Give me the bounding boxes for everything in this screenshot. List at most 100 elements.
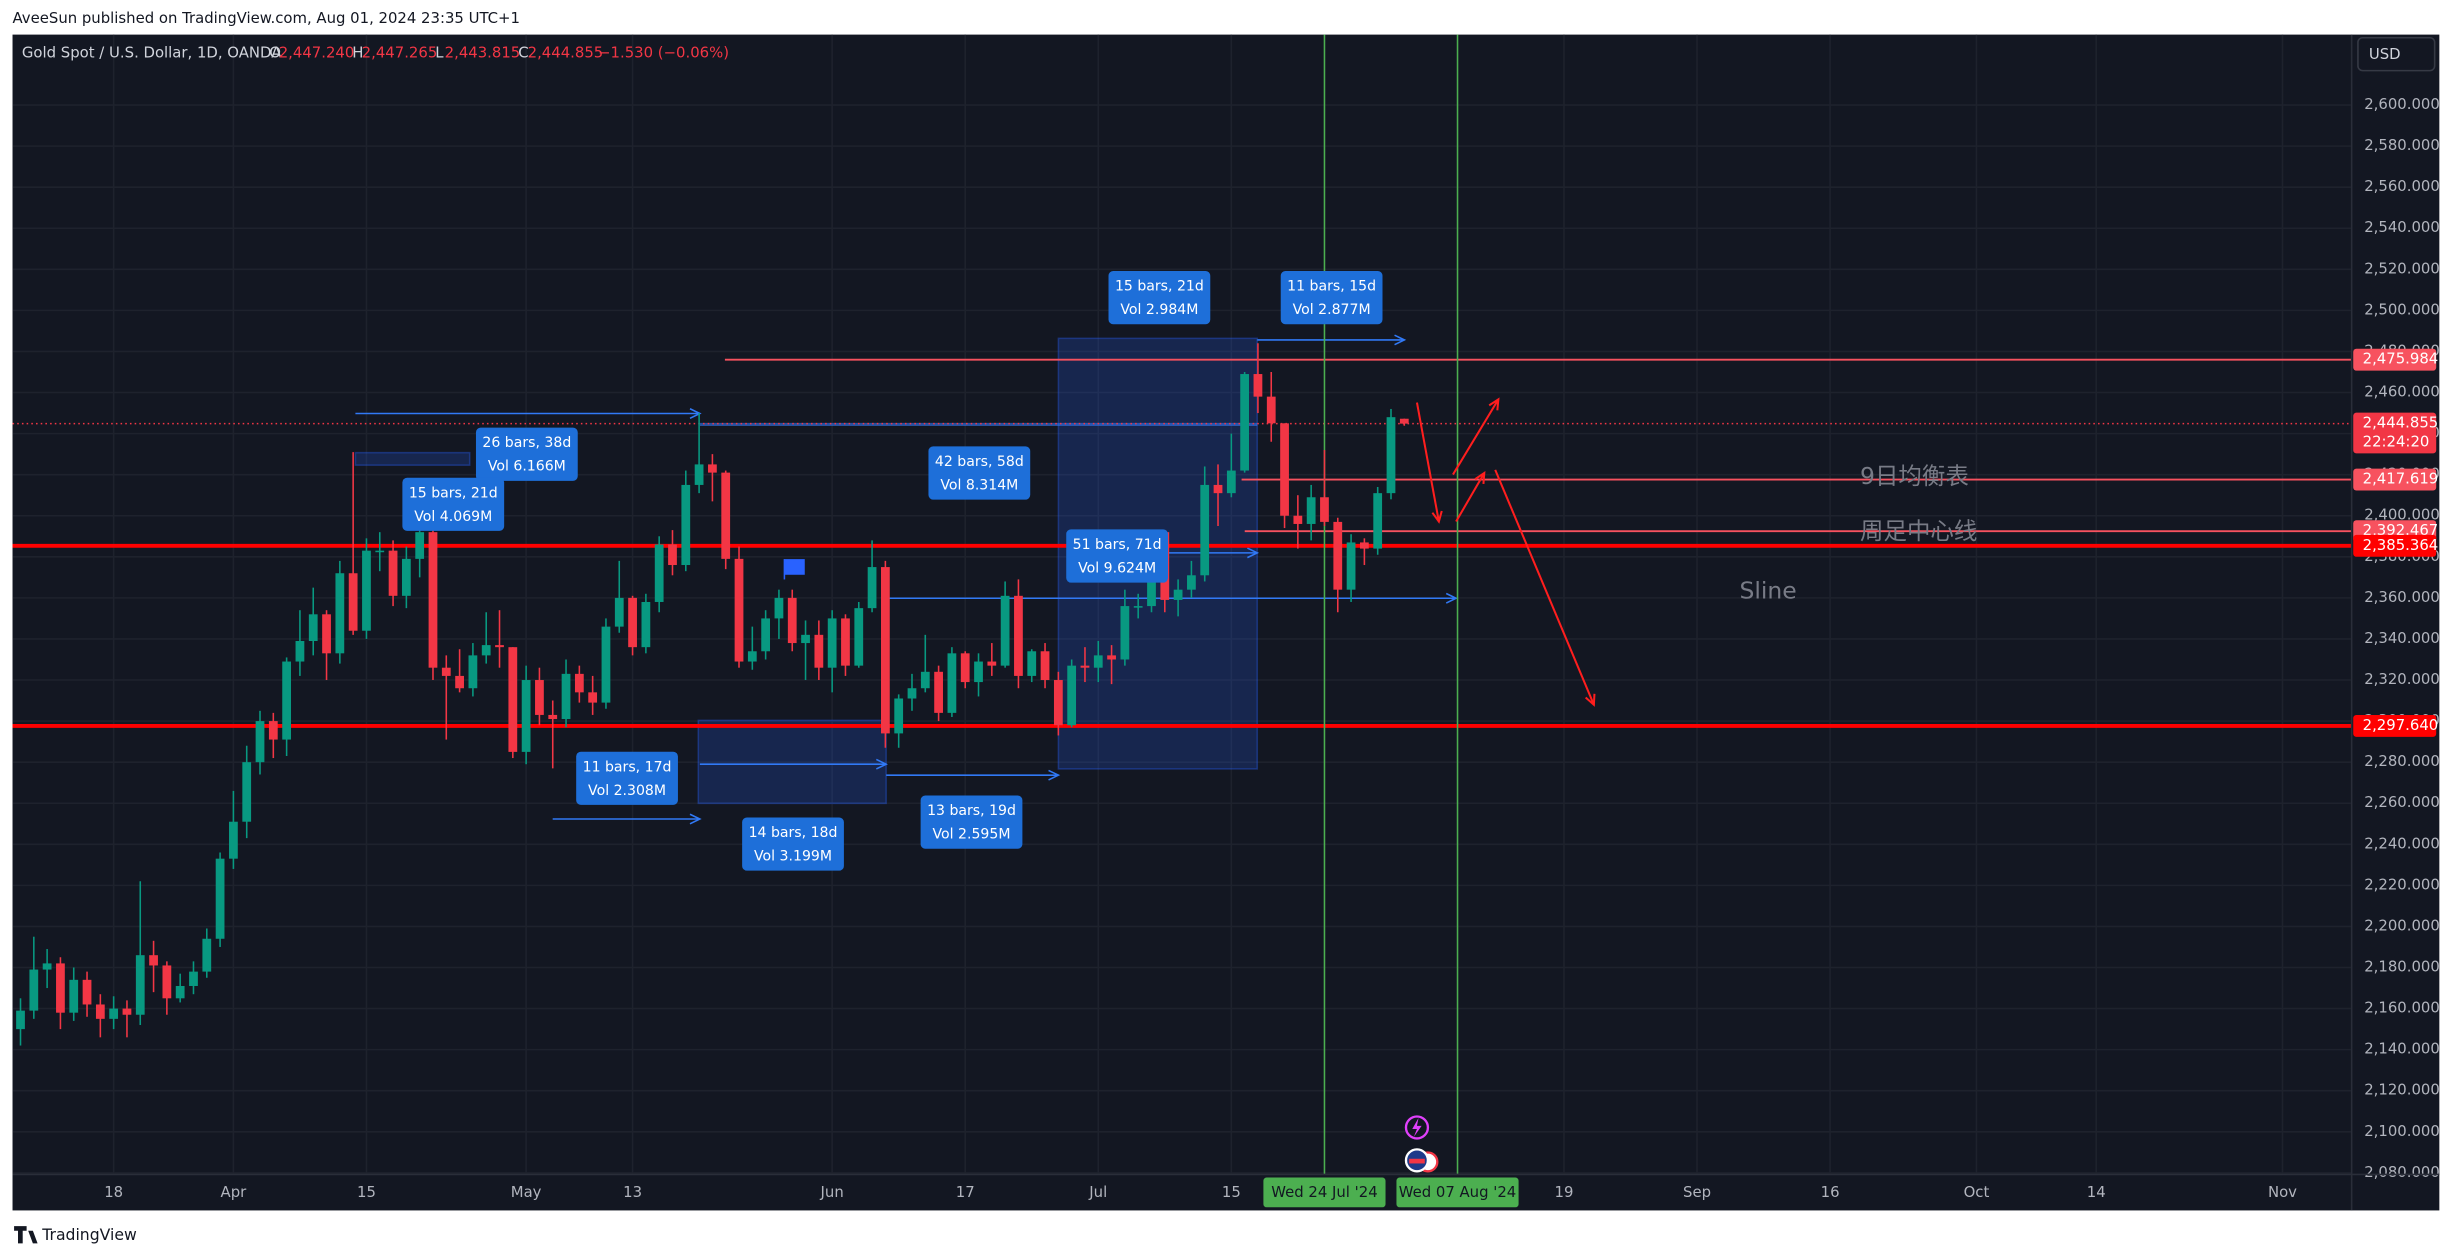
arrow-head [1584, 693, 1596, 707]
candle-body [282, 661, 292, 740]
y-tick-label: 2,100.000 [2364, 1122, 2440, 1140]
price-tag-label: 2,392.467 [2363, 521, 2439, 539]
candle-body [641, 601, 651, 648]
candle-body [388, 550, 398, 596]
candle-body [56, 963, 65, 1013]
x-tick-label: 18 [104, 1183, 123, 1201]
x-tick-label: Oct [1964, 1183, 1990, 1201]
candle-body [654, 544, 664, 602]
currency-button[interactable] [2357, 36, 2436, 72]
price-tag-label: 2,417.619 [2363, 470, 2439, 488]
candle-body [215, 858, 225, 939]
price-tag [2353, 534, 2437, 557]
arrow-head [1474, 470, 1486, 485]
candle-body [1014, 595, 1023, 676]
x-tick-label: 15 [357, 1183, 376, 1201]
candle-body [1187, 575, 1196, 590]
measure-box [928, 446, 1031, 500]
x-tick-label: 19 [1555, 1183, 1574, 1201]
candle-body [1053, 680, 1063, 726]
candle-body [1359, 542, 1369, 549]
candle-body [1373, 493, 1383, 549]
range-box [697, 719, 887, 805]
candle-body [175, 985, 185, 999]
y-tick-label: 2,600.000 [2364, 95, 2440, 113]
candle-body [122, 1008, 132, 1015]
candle-body [614, 597, 624, 627]
candle-body [947, 653, 957, 713]
measure-volume: Vol 6.166M [488, 459, 566, 475]
y-tick-label: 2,120.000 [2364, 1081, 2440, 1099]
measure-volume: Vol 2.984M [1120, 302, 1198, 318]
candle-body [894, 698, 904, 734]
candle-body [455, 675, 464, 689]
candle-body [69, 979, 79, 1013]
measure-volume: Vol 2.877M [1293, 302, 1371, 318]
candle-body [867, 567, 877, 609]
candle-body [415, 532, 425, 559]
legend-key: L [435, 43, 444, 61]
candle-body [1040, 651, 1050, 681]
candle-body [29, 969, 39, 1011]
candle-body [135, 955, 145, 1015]
candle-body [42, 963, 52, 970]
y-tick-label: 2,200.000 [2364, 916, 2440, 934]
y-tick-label: 2,340.000 [2364, 629, 2440, 647]
tool-line [1494, 469, 1595, 706]
candle-body [1280, 423, 1289, 516]
candle-body [960, 653, 970, 683]
arrow-head [1431, 510, 1443, 524]
x-tick-label: 15 [1222, 1183, 1241, 1201]
measure-box [1108, 271, 1211, 325]
price-tag [2353, 468, 2437, 491]
y-tick-label: 2,240.000 [2364, 834, 2440, 852]
x-tick-label: 13 [623, 1183, 642, 1201]
measure-bars: 26 bars, 38d [482, 435, 571, 451]
candle-body [1399, 418, 1409, 424]
candle-body [335, 573, 345, 654]
measure-volume: Vol 4.069M [414, 509, 492, 525]
candle-body [761, 618, 771, 652]
candle-body [322, 614, 331, 654]
event-flag-stripes [1409, 1158, 1425, 1164]
legend-key: O [269, 43, 281, 61]
measure-bars: 15 bars, 21d [1115, 279, 1204, 295]
candle-body [1346, 542, 1356, 590]
y-tick-label: 2,320.000 [2364, 670, 2440, 688]
arrow-head [1445, 592, 1458, 604]
candle-body [268, 721, 278, 740]
date-marker-tag [1396, 1177, 1519, 1208]
measure-bars: 14 bars, 18d [749, 825, 838, 841]
arrow-head [1048, 769, 1061, 781]
candle-body [1080, 665, 1090, 668]
price-countdown: 22:24:20 [2363, 432, 2430, 450]
currency-label[interactable]: USD [2369, 45, 2401, 63]
measure-bars: 15 bars, 21d [409, 485, 498, 501]
x-tick-label: Sep [1683, 1183, 1711, 1201]
legend-value: 2,443.815 [445, 43, 521, 61]
x-tick-label: Apr [221, 1183, 248, 1201]
price-tag [2353, 348, 2437, 371]
x-tick-label: Jun [820, 1183, 844, 1201]
candle-body [362, 550, 371, 631]
arrow-head [1488, 397, 1500, 411]
candle-body [375, 550, 385, 553]
candle-body [814, 634, 824, 668]
candle-body [295, 641, 305, 662]
y-tick-label: 2,260.000 [2364, 793, 2440, 811]
candle-body [1333, 521, 1343, 590]
candle-body [189, 971, 198, 986]
candle-body [308, 614, 318, 642]
candle-body [109, 1008, 119, 1019]
candle-body [1000, 595, 1010, 666]
candle-body [495, 645, 504, 648]
brand-logo [14, 1226, 38, 1244]
candle-body [1093, 655, 1103, 668]
overlay: 2,080.000 2,100.000 2,120.000 2,140.000 2,16… [104, 95, 2440, 1208]
measure-volume: Vol 2.595M [933, 827, 1011, 843]
candle-body [1213, 484, 1223, 494]
arrow-head [875, 758, 888, 770]
